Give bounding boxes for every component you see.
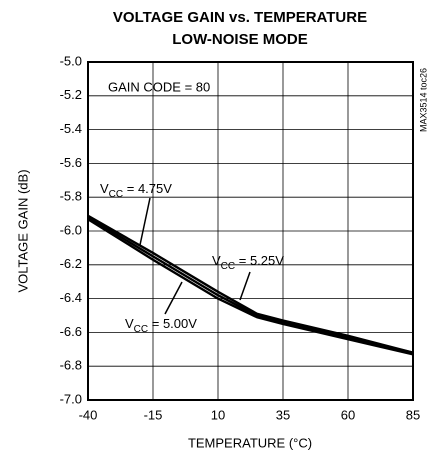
annotation: GAIN CODE = 80: [108, 79, 210, 94]
leader-line: [239, 271, 251, 301]
series-line: [87, 218, 414, 356]
legend-label-part: = 4.75V: [123, 181, 172, 196]
x-tick-label: 10: [211, 407, 225, 422]
y-tick-label: -5.4: [60, 121, 82, 136]
plot-frame: [87, 61, 414, 401]
y-tick-label: -6.0: [60, 222, 82, 237]
legend-label-part: V: [212, 253, 221, 268]
leader-line: [164, 281, 183, 315]
chart-subtitle: LOW-NOISE MODE: [172, 31, 308, 48]
legend-label-part: V: [100, 181, 109, 196]
y-tick-label: -7.0: [60, 391, 82, 406]
y-tick-label: -5.2: [60, 87, 82, 102]
y-tick-label: -5.8: [60, 189, 82, 204]
x-tick-label: 60: [341, 407, 355, 422]
series-line: [87, 216, 414, 354]
y-tick-label: -6.4: [60, 290, 82, 305]
series-line: [87, 214, 414, 354]
legend-label: VCC = 4.75V: [100, 181, 172, 199]
y-tick-label: -6.8: [60, 358, 82, 373]
legend-label-part: = 5.00V: [148, 316, 197, 331]
x-tick-label: 85: [406, 407, 420, 422]
y-tick-label: -5.6: [60, 155, 82, 170]
chart-title: VOLTAGE GAIN vs. TEMPERATURE: [113, 9, 367, 26]
y-tick-label: -5.0: [60, 53, 82, 68]
legend-label-part: V: [125, 316, 134, 331]
x-tick-label: -15: [144, 407, 163, 422]
legend-label-part: CC: [109, 189, 123, 200]
x-tick-label: 35: [276, 407, 290, 422]
legend-label-part: = 5.25V: [235, 253, 284, 268]
legend-label: VCC = 5.00V: [125, 316, 197, 334]
legend-label-part: CC: [221, 261, 235, 272]
y-tick-label: -6.6: [60, 324, 82, 339]
x-axis-label: TEMPERATURE (°C): [188, 435, 312, 450]
x-tick-label: -40: [79, 407, 98, 422]
legend-label-part: CC: [134, 324, 148, 335]
side-note: MAX3514 toc26: [418, 68, 428, 132]
y-tick-label: -6.2: [60, 256, 82, 271]
y-axis-label: VOLTAGE GAIN (dB): [15, 169, 30, 292]
legend-label: VCC = 5.25V: [212, 253, 284, 271]
leader-line: [139, 197, 151, 246]
